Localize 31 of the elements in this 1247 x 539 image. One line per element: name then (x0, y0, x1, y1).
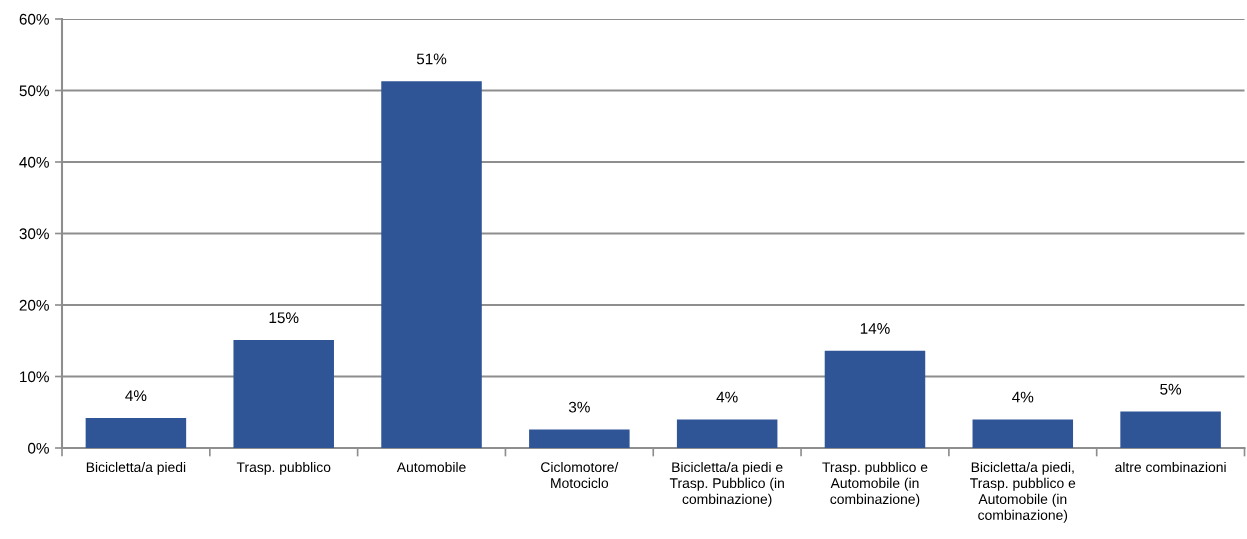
y-tick-label: 10% (20, 371, 49, 383)
data-label: 4% (125, 390, 147, 401)
data-label: 4% (1012, 391, 1034, 403)
bar (85, 417, 187, 448)
y-tick-label: 40% (19, 156, 49, 168)
bar (824, 350, 926, 448)
data-label: 5% (1160, 383, 1182, 395)
x-tick-label: Bicicletta/a piedi, Trasp. pubblico e Automobile (in combinazione) (970, 461, 1076, 523)
x-tick-label: Bicicletta/a piedi (86, 461, 186, 475)
bar (676, 419, 778, 448)
data-label: 4% (716, 391, 738, 403)
x-tick-label: Automobile (396, 461, 466, 473)
bar (233, 340, 334, 448)
data-label: 14% (860, 323, 890, 334)
data-label: 15% (269, 312, 299, 324)
bar (529, 429, 630, 448)
bar (1120, 411, 1221, 448)
y-tick-label: 60% (19, 13, 49, 25)
data-label: 51% (416, 53, 447, 65)
data-label: 3% (568, 401, 590, 413)
x-tick-label: Bicicletta/a piedi e Trasp. Pubblico (in combinazione) (669, 461, 784, 507)
bar (381, 81, 482, 448)
x-tick-label: Trasp. pubblico e Automobile (in combinazione) (822, 461, 928, 507)
y-tick-label: 30% (19, 228, 49, 240)
x-tick-label: Trasp. pubblico (236, 461, 331, 475)
y-tick-label: 20% (19, 299, 49, 311)
y-tick-label: 50% (19, 85, 49, 97)
x-tick-label: altre combinazioni (1115, 461, 1226, 473)
bar (972, 419, 1074, 448)
x-tick-label: Ciclomotore/ Motociclo (541, 461, 619, 489)
y-tick-label: 0% (28, 442, 49, 454)
